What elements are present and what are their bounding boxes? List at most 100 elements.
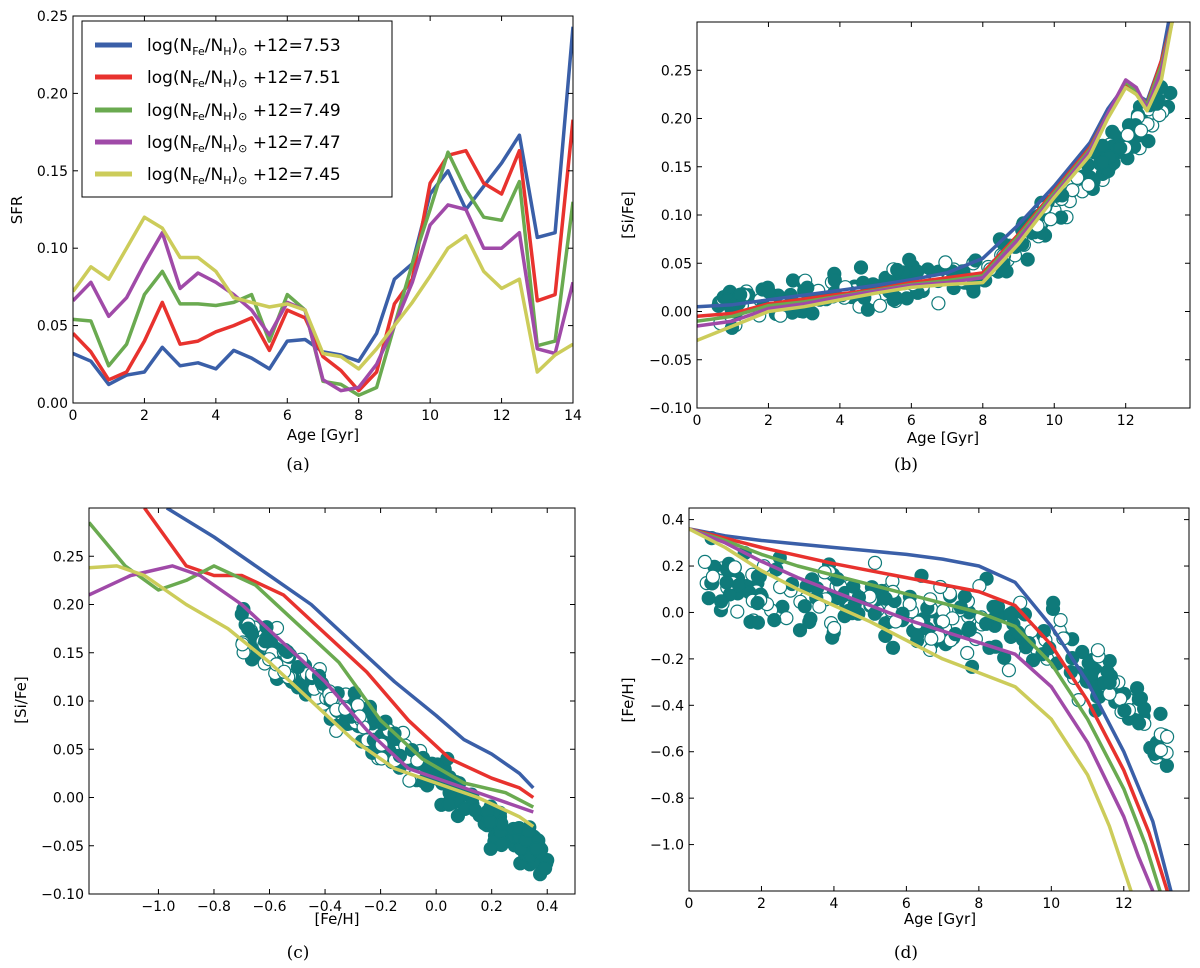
star-point-filled [792,623,808,638]
y-tick-label: 0.10 [37,241,68,257]
star-point-filled [800,280,815,295]
panel-c-caption: (c) [287,943,310,963]
star-point-open [730,604,745,619]
x-tick-label: 12 [1117,413,1135,429]
star-point-filled [713,594,729,609]
panel-a-ylabel: SFR [8,196,26,225]
panel-c: −1.0 −0.8 −0.6 −0.4 −0.2 0.0 0.2 0.4 −0.10 −0.05 0… [12,507,576,963]
x-tick-label: 8 [974,896,983,912]
y-tick-label: 0.4 [662,513,684,529]
star-point-filled [761,284,776,299]
y-tick-label: 0.20 [661,112,692,128]
star-point-filled [878,591,893,606]
x-tick-label: 2 [140,408,149,424]
y-tick-label: 0.25 [661,63,692,79]
series-line-purple [689,527,1155,891]
star-point-open [1090,643,1106,658]
panel-d-scatter [697,530,1175,773]
y-tick-label: −0.05 [649,353,692,369]
legend-entry: log(NFe/NH)⊙ +12=7.49 [95,101,341,123]
star-point-open [338,701,353,716]
star-point-filled [483,814,498,830]
x-tick-label: −1.0 [141,899,175,915]
legend-label: log(NFe/NH)⊙ +12=7.45 [147,165,341,187]
star-point-filled [731,578,747,593]
panel-a-frame [72,15,574,404]
legend-label: log(NFe/NH)⊙ +12=7.49 [147,101,341,123]
legend-entry: log(NFe/NH)⊙ +12=7.51 [95,68,341,90]
y-tick-label: 0.25 [53,549,84,565]
star-point-open [931,296,946,311]
y-tick-label: −1.0 [650,838,684,854]
star-point-filled [750,615,766,630]
panel-b-lines [697,22,1174,343]
series-line-yellow [697,22,1174,343]
star-point-filled [992,232,1008,247]
star-point-filled [890,262,905,278]
star-point-open [938,255,953,270]
series-line-yellow [89,564,535,828]
series-line-green [689,527,1162,891]
panel-b-xlabel: Age [Gyr] [907,429,979,447]
x-tick-label: 14 [564,408,582,424]
panel-b-frame [696,21,1191,409]
series-line-red [143,508,535,799]
star-point-filled [1010,625,1025,640]
series-line-blue [689,527,1173,891]
panel-d-lines [689,527,1173,891]
x-tick-label: 12 [1115,896,1133,912]
star-point-open [1152,107,1167,123]
panel-b-ticks: 0 2 4 6 8 10 12 −0.10 −0.05 0.00 0.05 0.10 0.15 0.20 0… [649,22,1190,429]
star-point-filled [853,260,869,275]
x-tick-label: 8 [354,408,363,424]
panel-b-caption: (b) [894,455,918,475]
star-point-filled [978,616,994,631]
legend-label: log(NFe/NH)⊙ +12=7.53 [147,36,341,58]
x-tick-label: 0 [69,408,78,424]
x-tick-label: −0.8 [197,899,231,915]
star-point-filled [803,611,818,626]
x-tick-label: 0 [693,413,702,429]
star-point-filled [441,797,456,812]
star-point-open [1053,612,1068,628]
series-line-blue [165,508,535,790]
star-point-filled [1153,706,1168,722]
star-point-filled [468,803,483,818]
star-point-filled [1117,703,1132,718]
series-line-purple [73,203,573,393]
x-tick-label: 10 [1045,413,1063,429]
x-tick-label: 8 [978,413,987,429]
y-tick-label: 0.10 [53,694,84,710]
legend-label: log(NFe/NH)⊙ +12=7.51 [147,68,341,90]
x-tick-label: −0.2 [364,899,398,915]
star-point-open [1120,127,1135,142]
star-point-filled [1095,155,1111,170]
panel-b: 0 2 4 6 8 10 12 −0.10 −0.05 0.00 0.05 0.10 0.15 0.20 0… [619,21,1191,475]
x-tick-label: 0 [685,896,694,912]
star-point-open [1001,663,1017,678]
x-tick-label: 4 [211,408,220,424]
panel-d-frame [688,507,1190,892]
star-point-filled [999,264,1014,279]
star-point-filled [1021,635,1036,651]
y-tick-label: 0.15 [661,160,692,176]
panel-a: 0 2 4 6 8 10 12 14 0.00 0.05 0.10 0.15 0.20 0.25 Age … [8,9,582,475]
star-point-filled [1141,134,1156,149]
star-point-filled [885,640,901,655]
series-line-red [73,119,573,393]
star-point-filled [805,306,820,321]
legend-entry: log(NFe/NH)⊙ +12=7.47 [95,133,341,155]
star-point-open [1043,212,1058,227]
legend-entry: log(NFe/NH)⊙ +12=7.45 [95,165,341,187]
panel-d-xlabel: Age [Gyr] [904,910,976,928]
panel-d-caption: (d) [894,943,918,963]
star-point-open [1159,729,1175,744]
star-point-filled [258,634,273,649]
legend-label: log(NFe/NH)⊙ +12=7.47 [147,133,341,155]
x-tick-label: 6 [907,413,916,429]
star-point-filled [902,252,917,267]
series-line-red [689,527,1169,891]
panel-c-lines [89,508,535,828]
star-point-filled [962,622,977,638]
